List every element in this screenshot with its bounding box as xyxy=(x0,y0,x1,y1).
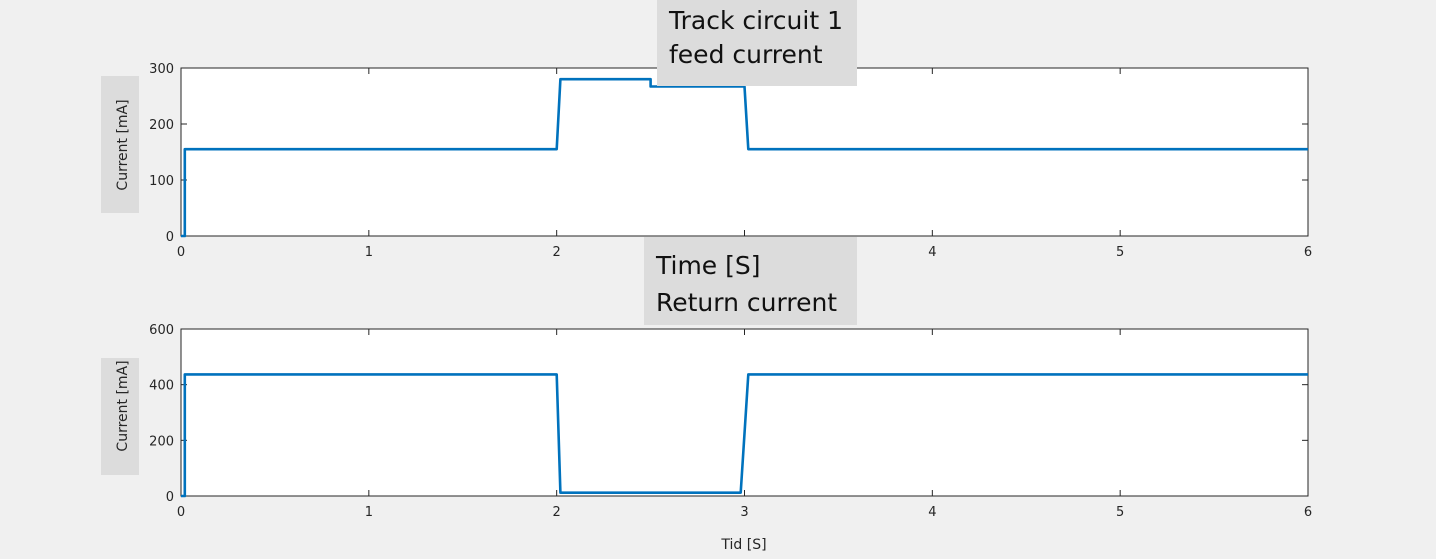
y-tick-label: 0 xyxy=(166,230,174,245)
y-tick-label: 200 xyxy=(149,118,174,133)
x-axis-label-bottom: Tid [S] xyxy=(720,537,766,553)
title-line-1: Time [S] xyxy=(656,251,761,280)
title-line-2: feed current xyxy=(669,40,823,69)
x-tick-label: 2 xyxy=(553,505,561,520)
x-tick-label: 1 xyxy=(365,245,373,260)
series-line xyxy=(181,77,1308,238)
y-tick-label: 200 xyxy=(149,434,174,449)
x-tick-label: 1 xyxy=(365,505,373,520)
series-line xyxy=(181,373,1308,498)
y-tick-label: 0 xyxy=(166,490,174,505)
x-tick-label: 0 xyxy=(177,245,185,260)
y-axis-ticks: 0 100 200 300 xyxy=(149,62,1308,245)
x-tick-label: 4 xyxy=(928,245,936,260)
subplot-return-current: 0 1 2 3 4 5 6 0 200 400 600 xyxy=(149,323,1312,520)
y-tick-label: 600 xyxy=(149,323,174,338)
title-box-top: Track circuit 1 feed current xyxy=(657,0,857,86)
ylabel-box-bottom xyxy=(101,358,139,475)
title-line-1: Track circuit 1 xyxy=(669,6,843,35)
series-lines xyxy=(181,373,1308,498)
ylabel-box-top xyxy=(101,76,139,213)
plot-area xyxy=(180,328,1309,497)
series-lines xyxy=(181,77,1308,238)
y-axis-label-bottom: Current [mA] xyxy=(115,360,131,451)
x-tick-label: 3 xyxy=(740,505,748,520)
y-axis-ticks: 0 200 400 600 xyxy=(149,323,1308,505)
x-tick-label: 6 xyxy=(1304,245,1312,260)
y-tick-label: 400 xyxy=(149,379,174,394)
title-line-2: Return current xyxy=(656,288,838,317)
y-axis-label-top: Current [mA] xyxy=(115,99,131,190)
x-tick-label: 5 xyxy=(1116,505,1124,520)
y-tick-label: 100 xyxy=(149,174,174,189)
x-tick-label: 4 xyxy=(928,505,936,520)
x-axis-ticks: 0 1 2 3 4 5 6 xyxy=(177,329,1312,520)
x-tick-label: 6 xyxy=(1304,505,1312,520)
y-tick-label: 300 xyxy=(149,62,174,77)
x-tick-label: 0 xyxy=(177,505,185,520)
x-tick-label: 5 xyxy=(1116,245,1124,260)
x-tick-label: 2 xyxy=(553,245,561,260)
title-box-bottom: Time [S] Return current xyxy=(644,237,857,325)
